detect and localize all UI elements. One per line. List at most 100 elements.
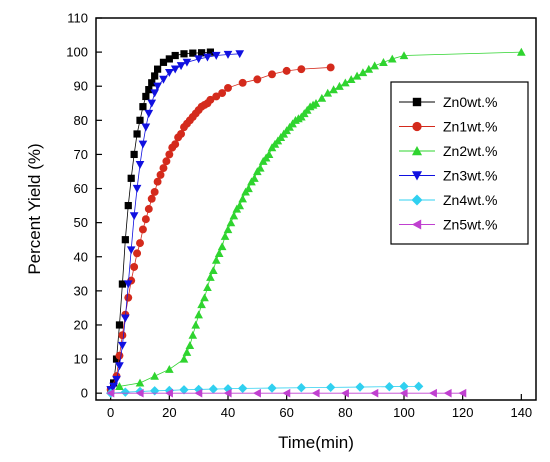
- data-point: [136, 116, 144, 124]
- data-point: [120, 387, 131, 397]
- data-point: [106, 388, 115, 398]
- data-point: [209, 266, 218, 274]
- data-point: [135, 388, 144, 398]
- data-point: [311, 98, 321, 107]
- data-point: [165, 388, 173, 398]
- data-point: [162, 157, 171, 166]
- data-point: [218, 89, 227, 97]
- data-point: [323, 88, 333, 97]
- y-tick-label: 0: [81, 386, 88, 401]
- x-axis-title: Time(min): [278, 433, 354, 452]
- y-tick-label: 60: [74, 181, 88, 196]
- data-point: [170, 65, 180, 74]
- x-tick-label: 20: [162, 405, 176, 420]
- data-point: [147, 194, 156, 203]
- data-point: [217, 242, 227, 251]
- data-point: [188, 330, 198, 339]
- data-point: [159, 58, 168, 66]
- data-point: [159, 164, 168, 173]
- legend-label: Zn2wt.%: [443, 143, 497, 159]
- data-point: [229, 211, 239, 220]
- data-point: [282, 66, 291, 75]
- data-point: [223, 384, 233, 394]
- data-point: [121, 236, 129, 244]
- data-point: [154, 65, 162, 73]
- series-4: [106, 50, 245, 395]
- data-point: [133, 249, 142, 258]
- plot-frame: [95, 17, 537, 401]
- x-tick-label: 140: [510, 405, 532, 420]
- data-point: [165, 68, 174, 77]
- data-point: [226, 218, 236, 227]
- y-tick-label: 20: [74, 317, 88, 332]
- data-point: [150, 371, 159, 380]
- data-point: [130, 150, 138, 159]
- data-point: [135, 378, 145, 387]
- data-point: [253, 75, 262, 84]
- data-point: [237, 383, 248, 394]
- data-point: [118, 331, 127, 340]
- data-point: [171, 51, 179, 60]
- data-point: [211, 255, 221, 264]
- data-point: [179, 385, 189, 395]
- data-point: [138, 225, 147, 234]
- legend-marker: [411, 219, 422, 230]
- series-2: [106, 63, 335, 394]
- data-point: [130, 263, 139, 271]
- x-tick-label: 40: [221, 405, 235, 420]
- data-point: [364, 64, 374, 73]
- data-point: [379, 58, 388, 66]
- y-tick-label: 70: [74, 147, 88, 162]
- x-tick-label: 120: [452, 405, 474, 420]
- data-point: [121, 314, 130, 323]
- data-point: [399, 51, 409, 60]
- data-point: [311, 388, 320, 398]
- data-point: [325, 382, 336, 393]
- data-point: [335, 81, 344, 90]
- data-point: [112, 375, 121, 384]
- data-point: [171, 140, 180, 149]
- y-tick-label: 50: [74, 215, 88, 230]
- data-point: [148, 79, 156, 87]
- data-point: [238, 78, 247, 87]
- data-point: [132, 184, 142, 193]
- series-line: [110, 51, 211, 390]
- data-point: [129, 212, 139, 221]
- data-point: [253, 388, 261, 398]
- legend-entry: Zn3wt.%: [399, 168, 497, 184]
- data-point: [153, 177, 162, 186]
- data-point: [206, 95, 215, 104]
- data-point: [317, 93, 327, 102]
- data-point: [194, 310, 203, 319]
- data-point: [198, 49, 206, 57]
- data-point: [126, 246, 136, 255]
- x-tick-label: 60: [279, 405, 293, 420]
- legend-marker: [411, 194, 423, 206]
- data-point: [124, 293, 133, 302]
- legend-entry: Zn2wt.%: [399, 143, 497, 159]
- data-point: [341, 78, 350, 87]
- data-point: [429, 388, 437, 398]
- data-point: [197, 300, 206, 309]
- data-point: [352, 71, 362, 80]
- data-point: [135, 161, 145, 169]
- x-tick-label: 100: [393, 405, 415, 420]
- legend-label: Zn3wt.%: [443, 168, 497, 184]
- data-point: [165, 364, 174, 373]
- legend-label: Zn5wt.%: [443, 217, 497, 233]
- data-point: [413, 381, 424, 392]
- data-point: [118, 341, 127, 350]
- data-point: [206, 272, 215, 281]
- data-point: [144, 205, 153, 213]
- legend-label: Zn4wt.%: [443, 192, 497, 208]
- data-point: [250, 173, 259, 182]
- legend-label: Zn1wt.%: [443, 119, 497, 135]
- data-point: [115, 351, 124, 360]
- data-point: [399, 381, 409, 392]
- data-point: [159, 75, 168, 84]
- x-tick-label: 0: [107, 405, 114, 420]
- data-point: [235, 201, 245, 210]
- data-point: [220, 231, 230, 240]
- legend-label: Zn0wt.%: [443, 94, 497, 110]
